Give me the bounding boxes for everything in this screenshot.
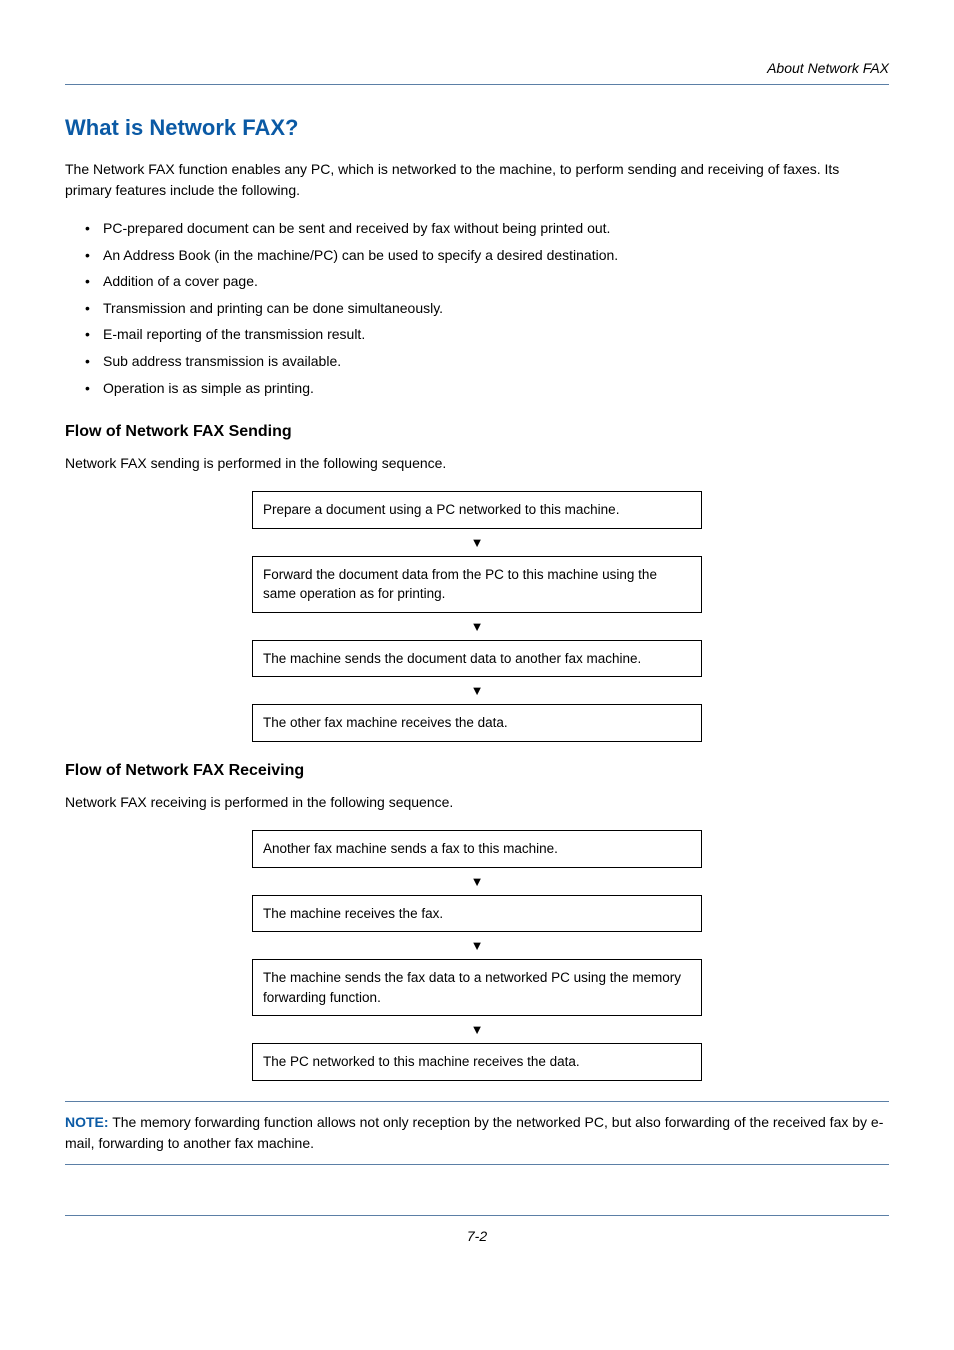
sending-intro: Network FAX sending is performed in the …: [65, 455, 889, 471]
list-item: Transmission and printing can be done si…: [85, 295, 889, 322]
page-footer: 7-2: [65, 1215, 889, 1244]
running-header: About Network FAX: [65, 60, 889, 85]
flow-step: The other fax machine receives the data.: [252, 704, 702, 742]
page-container: About Network FAX What is Network FAX? T…: [0, 0, 954, 1284]
main-heading: What is Network FAX?: [65, 115, 889, 141]
intro-paragraph: The Network FAX function enables any PC,…: [65, 159, 889, 201]
flow-arrow-icon: ▼: [252, 932, 702, 959]
flow-arrow-icon: ▼: [252, 1016, 702, 1043]
list-item: Addition of a cover page.: [85, 268, 889, 295]
page-number: 7-2: [467, 1228, 487, 1244]
flow-step: Another fax machine sends a fax to this …: [252, 830, 702, 868]
flow-step: Prepare a document using a PC networked …: [252, 491, 702, 529]
receiving-intro: Network FAX receiving is performed in th…: [65, 794, 889, 810]
flow-step: The machine sends the fax data to a netw…: [252, 959, 702, 1016]
flow-step: The machine receives the fax.: [252, 895, 702, 933]
flow-arrow-icon: ▼: [252, 868, 702, 895]
receiving-heading: Flow of Network FAX Receiving: [65, 762, 889, 780]
receiving-flow: Another fax machine sends a fax to this …: [252, 830, 702, 1081]
list-item: PC-prepared document can be sent and rec…: [85, 215, 889, 242]
flow-arrow-icon: ▼: [252, 529, 702, 556]
flow-arrow-icon: ▼: [252, 613, 702, 640]
sending-heading: Flow of Network FAX Sending: [65, 423, 889, 441]
flow-arrow-icon: ▼: [252, 677, 702, 704]
list-item: Operation is as simple as printing.: [85, 375, 889, 402]
list-item: Sub address transmission is available.: [85, 348, 889, 375]
note-label: NOTE:: [65, 1114, 109, 1130]
list-item: E-mail reporting of the transmission res…: [85, 321, 889, 348]
flow-step: The PC networked to this machine receive…: [252, 1043, 702, 1081]
note-block: NOTE: The memory forwarding function all…: [65, 1101, 889, 1165]
sending-flow: Prepare a document using a PC networked …: [252, 491, 702, 742]
header-section-title: About Network FAX: [767, 60, 889, 76]
feature-list: PC-prepared document can be sent and rec…: [65, 215, 889, 401]
flow-step: Forward the document data from the PC to…: [252, 556, 702, 613]
flow-step: The machine sends the document data to a…: [252, 640, 702, 678]
list-item: An Address Book (in the machine/PC) can …: [85, 242, 889, 269]
note-text: The memory forwarding function allows no…: [65, 1114, 883, 1151]
